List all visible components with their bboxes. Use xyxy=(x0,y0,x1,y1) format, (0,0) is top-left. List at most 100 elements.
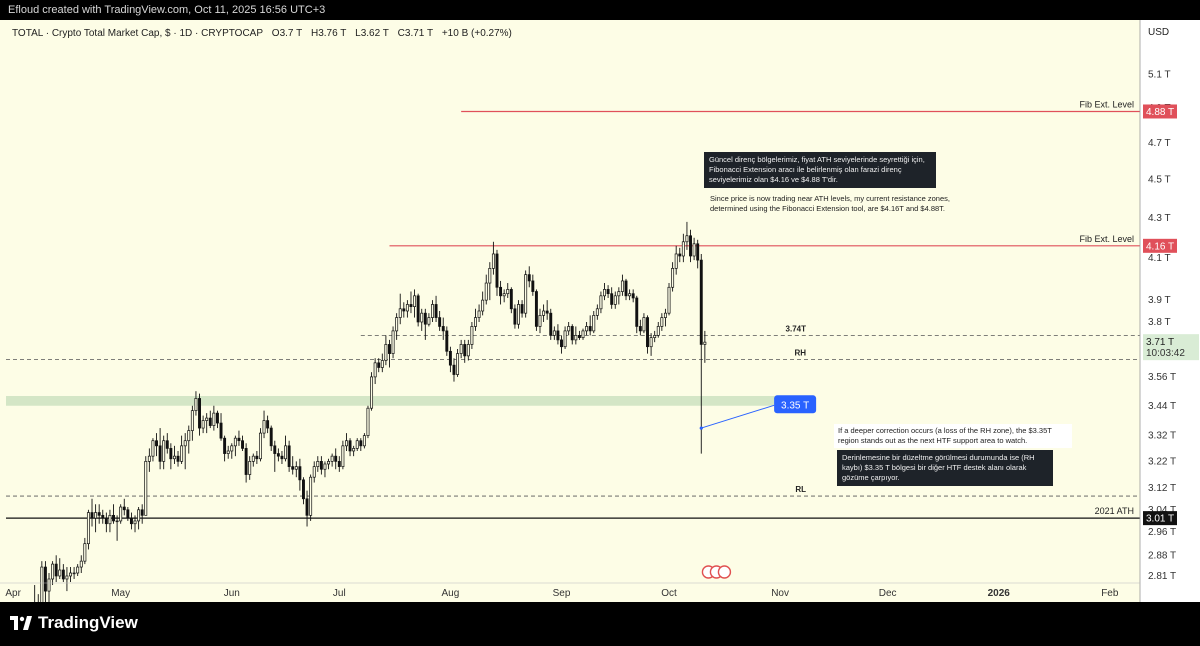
candle[interactable] xyxy=(258,428,262,462)
candle[interactable] xyxy=(466,339,470,361)
candle[interactable] xyxy=(155,433,158,457)
candle[interactable] xyxy=(599,291,603,314)
candle[interactable] xyxy=(574,326,578,345)
candle[interactable] xyxy=(552,326,556,340)
candle[interactable] xyxy=(549,308,553,340)
candle[interactable] xyxy=(72,567,76,579)
candle[interactable] xyxy=(445,326,449,356)
candle[interactable] xyxy=(431,300,434,322)
candle[interactable] xyxy=(366,405,370,439)
candle[interactable] xyxy=(212,405,216,431)
candle[interactable] xyxy=(613,291,617,309)
candle[interactable] xyxy=(251,453,255,467)
candle[interactable] xyxy=(388,339,391,368)
candle[interactable] xyxy=(208,410,212,429)
candle[interactable] xyxy=(337,456,341,472)
candle[interactable] xyxy=(423,308,427,340)
candle[interactable] xyxy=(129,512,133,530)
candle[interactable] xyxy=(531,274,535,296)
candle[interactable] xyxy=(104,512,108,533)
candle[interactable] xyxy=(699,253,703,454)
candle[interactable] xyxy=(438,310,442,331)
candle[interactable] xyxy=(205,413,209,434)
candle[interactable] xyxy=(61,564,65,582)
candle[interactable] xyxy=(262,410,266,439)
candle[interactable] xyxy=(628,289,632,301)
candle[interactable] xyxy=(624,278,628,301)
candle[interactable] xyxy=(459,339,463,359)
candle[interactable] xyxy=(402,302,406,318)
candle[interactable] xyxy=(69,567,72,582)
candle[interactable] xyxy=(65,567,69,592)
candle[interactable] xyxy=(79,555,83,573)
candle[interactable] xyxy=(147,448,151,472)
candle[interactable] xyxy=(517,300,520,329)
candle[interactable] xyxy=(83,537,87,565)
candle[interactable] xyxy=(520,300,524,318)
candle[interactable] xyxy=(194,391,198,416)
candle[interactable] xyxy=(144,456,148,516)
candle[interactable] xyxy=(291,456,295,475)
candle[interactable] xyxy=(689,229,692,263)
candle[interactable] xyxy=(298,458,302,491)
candle[interactable] xyxy=(112,504,115,524)
candle[interactable] xyxy=(230,443,234,459)
candle[interactable] xyxy=(187,425,191,454)
candle[interactable] xyxy=(233,435,237,457)
candle[interactable] xyxy=(452,358,456,382)
note-tr-support[interactable]: Derinlemesine bir düzeltme görülmesi dur… xyxy=(837,450,1053,486)
candle[interactable] xyxy=(248,456,252,480)
candle[interactable] xyxy=(94,504,98,533)
candle[interactable] xyxy=(638,319,642,336)
candle[interactable] xyxy=(663,308,667,327)
candle[interactable] xyxy=(334,448,338,470)
currency-label[interactable]: USD xyxy=(1148,27,1169,38)
candle[interactable] xyxy=(456,348,460,377)
candle[interactable] xyxy=(570,324,574,345)
candle[interactable] xyxy=(477,304,481,322)
candle[interactable] xyxy=(581,328,585,340)
candle[interactable] xyxy=(377,358,381,373)
candle[interactable] xyxy=(398,293,402,325)
candle[interactable] xyxy=(380,353,384,373)
candle[interactable] xyxy=(226,445,230,459)
candle[interactable] xyxy=(653,330,657,343)
candle[interactable] xyxy=(244,443,248,483)
candle[interactable] xyxy=(162,435,166,470)
candle[interactable] xyxy=(345,433,348,451)
candle[interactable] xyxy=(97,504,101,524)
candle[interactable] xyxy=(685,221,689,250)
candle[interactable] xyxy=(352,445,356,457)
candle[interactable] xyxy=(108,509,112,533)
candle[interactable] xyxy=(427,313,431,327)
candle[interactable] xyxy=(43,561,47,602)
candle[interactable] xyxy=(488,262,492,301)
candle[interactable] xyxy=(678,247,682,263)
candle[interactable] xyxy=(119,504,123,524)
candle[interactable] xyxy=(502,289,506,303)
candle[interactable] xyxy=(499,280,503,305)
candle[interactable] xyxy=(556,324,560,345)
candle[interactable] xyxy=(484,274,488,305)
candle[interactable] xyxy=(269,425,273,451)
candle[interactable] xyxy=(190,405,194,441)
candle[interactable] xyxy=(495,249,499,296)
candle[interactable] xyxy=(76,564,80,576)
candle[interactable] xyxy=(370,372,374,411)
candle[interactable] xyxy=(391,326,395,359)
last-price-badge[interactable] xyxy=(1143,334,1199,361)
candle[interactable] xyxy=(172,445,176,464)
candle[interactable] xyxy=(169,443,173,470)
candle[interactable] xyxy=(223,435,227,462)
candle[interactable] xyxy=(542,304,546,322)
candle[interactable] xyxy=(441,317,445,340)
candle[interactable] xyxy=(355,438,359,451)
candle[interactable] xyxy=(692,237,696,261)
candle[interactable] xyxy=(241,435,244,451)
candle[interactable] xyxy=(656,321,660,338)
candle[interactable] xyxy=(219,413,223,441)
candle[interactable] xyxy=(470,321,474,349)
candle[interactable] xyxy=(47,572,51,602)
candle[interactable] xyxy=(40,561,44,602)
level-price-badge[interactable] xyxy=(1143,511,1177,526)
